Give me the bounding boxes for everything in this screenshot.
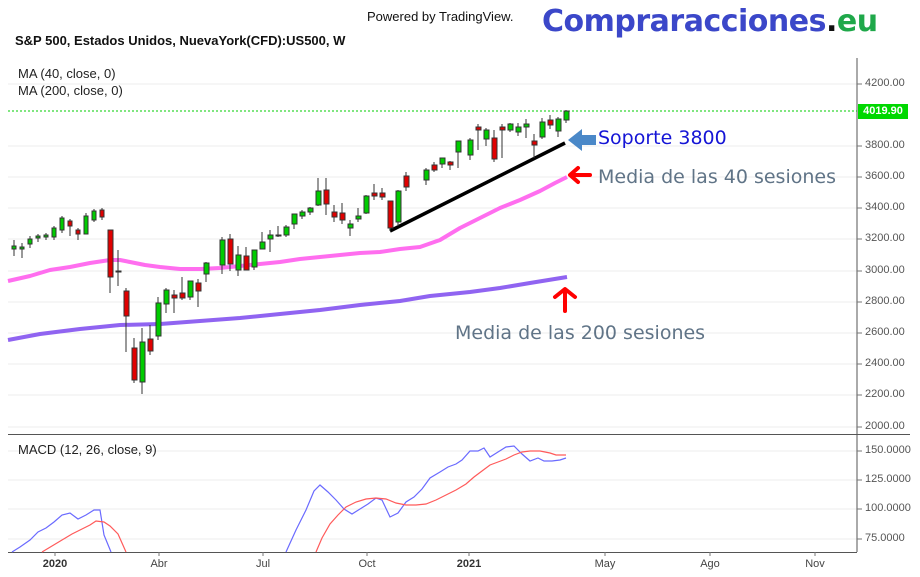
macd-tick: 125.0000 bbox=[865, 473, 911, 485]
macd-tick: 100.0000 bbox=[865, 502, 911, 514]
price-tick: 2600.00 bbox=[865, 326, 905, 338]
macd-line bbox=[285, 445, 567, 553]
price-tick: 3800.00 bbox=[865, 139, 905, 151]
time-tick: Oct bbox=[358, 558, 376, 570]
price-tick: 3200.00 bbox=[865, 232, 905, 244]
time-tick: Nov bbox=[805, 558, 825, 570]
time-tick: Ago bbox=[700, 558, 720, 570]
price-tick: 3600.00 bbox=[865, 170, 905, 182]
macd-tick: 75.0000 bbox=[865, 532, 905, 544]
signal-line bbox=[41, 520, 127, 553]
time-tick: Abr bbox=[150, 558, 168, 570]
price-tick: 3000.00 bbox=[865, 264, 905, 276]
price-gridlines bbox=[8, 83, 857, 428]
blue-arrow-icon bbox=[568, 129, 596, 151]
legend-ma40: MA (40, close, 0) bbox=[18, 66, 116, 81]
red-arrow-up-icon bbox=[553, 287, 577, 313]
brand-logo: Compraracciones.eu bbox=[542, 4, 878, 39]
macd-gridlines bbox=[8, 450, 857, 540]
last-price-badge: 4019.90 bbox=[858, 104, 908, 119]
legend-ma200: MA (200, close, 0) bbox=[18, 83, 123, 98]
chart-title: S&P 500, Estados Unidos, NuevaYork(CFD):… bbox=[15, 33, 346, 48]
annotation-support: Soporte 3800 bbox=[598, 127, 727, 149]
macd-tick: 150.0000 bbox=[865, 444, 911, 456]
time-tick: 2020 bbox=[42, 558, 68, 570]
annotation-ma200: Media de las 200 sesiones bbox=[455, 322, 706, 344]
brand-main: Compraracciones bbox=[542, 4, 826, 39]
price-tick: 3400.00 bbox=[865, 201, 905, 213]
candlesticks bbox=[11, 110, 570, 394]
price-tick: 2000.00 bbox=[865, 420, 905, 432]
time-tick: May bbox=[594, 558, 616, 570]
price-tick: 4200.00 bbox=[865, 77, 905, 89]
price-tick: 2800.00 bbox=[865, 295, 905, 307]
brand-tld: eu bbox=[836, 4, 878, 39]
price-tick: 2400.00 bbox=[865, 357, 905, 369]
time-tick: 2021 bbox=[456, 558, 482, 570]
powered-by-tradingview: Powered by TradingView. bbox=[367, 9, 514, 24]
support-trendline bbox=[389, 141, 566, 233]
annotation-ma40: Media de las 40 sesiones bbox=[598, 166, 836, 188]
legend-macd: MACD (12, 26, close, 9) bbox=[18, 442, 157, 457]
brand-dot: . bbox=[825, 4, 837, 39]
red-arrow-left-icon bbox=[568, 166, 592, 184]
candle-up bbox=[11, 110, 570, 394]
macd-line bbox=[11, 509, 112, 553]
candle-down bbox=[67, 115, 554, 383]
ma200-line bbox=[7, 275, 568, 342]
price-tick: 2200.00 bbox=[865, 388, 905, 400]
time-tick: Jul bbox=[255, 558, 271, 570]
axes bbox=[8, 58, 910, 556]
signal-line bbox=[315, 450, 566, 553]
